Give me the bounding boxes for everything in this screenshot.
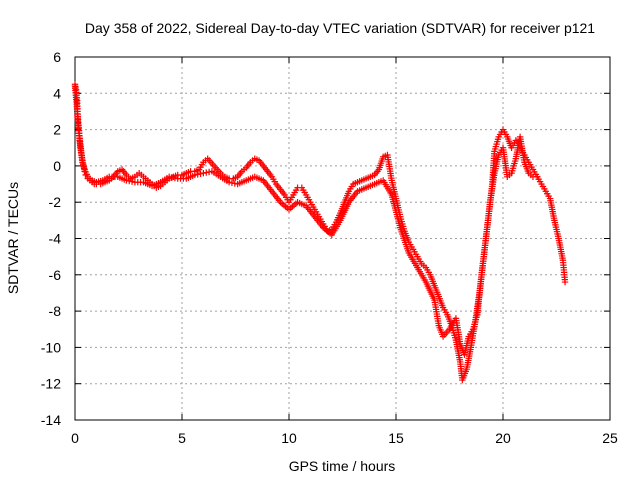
grid-lines: [75, 57, 610, 420]
x-tick-label: 15: [388, 430, 404, 446]
x-axis-label: GPS time / hours: [289, 458, 396, 474]
data-point: [165, 173, 173, 180]
data-point: [197, 170, 204, 177]
y-tick-label: 2: [53, 122, 61, 138]
x-tick-label: 25: [602, 430, 618, 446]
data-point: [171, 174, 179, 182]
data-point: [561, 278, 569, 286]
y-tick-label: -6: [49, 267, 62, 283]
y-axis-label: SDTVAR / TECUs: [5, 182, 21, 294]
data-point: [168, 174, 176, 181]
data-series: [71, 81, 569, 384]
y-tick-label: 4: [53, 85, 61, 101]
data-point: [194, 171, 201, 178]
y-tick-label: 0: [53, 158, 61, 174]
y-tick-label: -14: [41, 412, 61, 428]
y-tick-label: -8: [49, 303, 62, 319]
data-point: [200, 169, 207, 177]
plot-frame: [74, 56, 611, 421]
y-tick-label: 6: [53, 49, 61, 65]
y-tick-label: -2: [49, 194, 62, 210]
data-point: [225, 179, 233, 186]
tick-labels: 0 5 10 15 20 25 -14 -12 -10 -8 -6 -4 -2 0 2 4 6: [41, 49, 618, 446]
data-point: [123, 177, 130, 184]
x-tick-label: 10: [281, 430, 297, 446]
data-point: [191, 171, 199, 179]
y-tick-label: -10: [41, 339, 61, 355]
y-tick-label: -4: [49, 231, 62, 247]
y-tick-label: -12: [41, 376, 61, 392]
data-point: [128, 178, 136, 185]
data-point: [126, 177, 133, 185]
data-point: [205, 168, 213, 176]
data-point: [203, 169, 210, 176]
x-tick-label: 20: [495, 430, 511, 446]
x-tick-label: 5: [178, 430, 186, 446]
chart-title: Day 358 of 2022, Sidereal Day-to-day VTE…: [85, 20, 595, 36]
x-tick-label: 0: [71, 430, 79, 446]
data-point: [534, 173, 541, 180]
data-point: [228, 179, 236, 187]
